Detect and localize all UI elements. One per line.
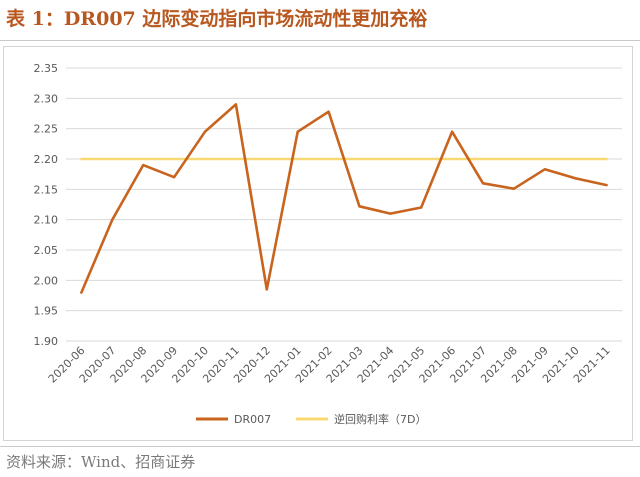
series-line-dr007 (80, 103, 608, 294)
y-tick-label: 2.25 (34, 123, 59, 136)
y-tick-label: 2.20 (34, 153, 59, 166)
y-tick-label: 1.95 (34, 305, 59, 318)
legend[interactable]: DR007 逆回购利率（7D） (196, 412, 426, 426)
source-note: 资料来源：Wind、招商证券 (6, 453, 196, 471)
y-tick-label: 2.05 (34, 244, 59, 257)
chart-title: 表 1：DR007 边际变动指向市场流动性更加充裕 (6, 8, 428, 30)
y-tick-label: 2.15 (34, 183, 59, 196)
y-tick-label: 2.35 (34, 62, 59, 75)
y-tick-label: 1.90 (34, 335, 59, 348)
y-tick-label: 2.10 (34, 214, 59, 227)
gridlines (66, 67, 622, 342)
y-axis-ticks: 2.35 2.30 2.25 2.20 2.15 2.10 2.05 2.00 1.95 1.90 (34, 62, 59, 348)
chart-frame (3, 46, 633, 441)
legend-item-dr007[interactable]: DR007 (196, 413, 271, 426)
legend-item-reverse-repo[interactable]: 逆回购利率（7D） (296, 412, 426, 426)
series-lines (80, 103, 608, 294)
y-tick-label: 2.30 (34, 92, 59, 105)
legend-label: 逆回购利率（7D） (334, 412, 426, 426)
title-divider (0, 40, 640, 41)
x-axis-ticks: 2020-062020-072020-082020-092020-102020-… (46, 344, 613, 386)
y-tick-label: 2.00 (34, 274, 59, 287)
legend-label: DR007 (234, 413, 271, 426)
source-divider (0, 446, 640, 447)
